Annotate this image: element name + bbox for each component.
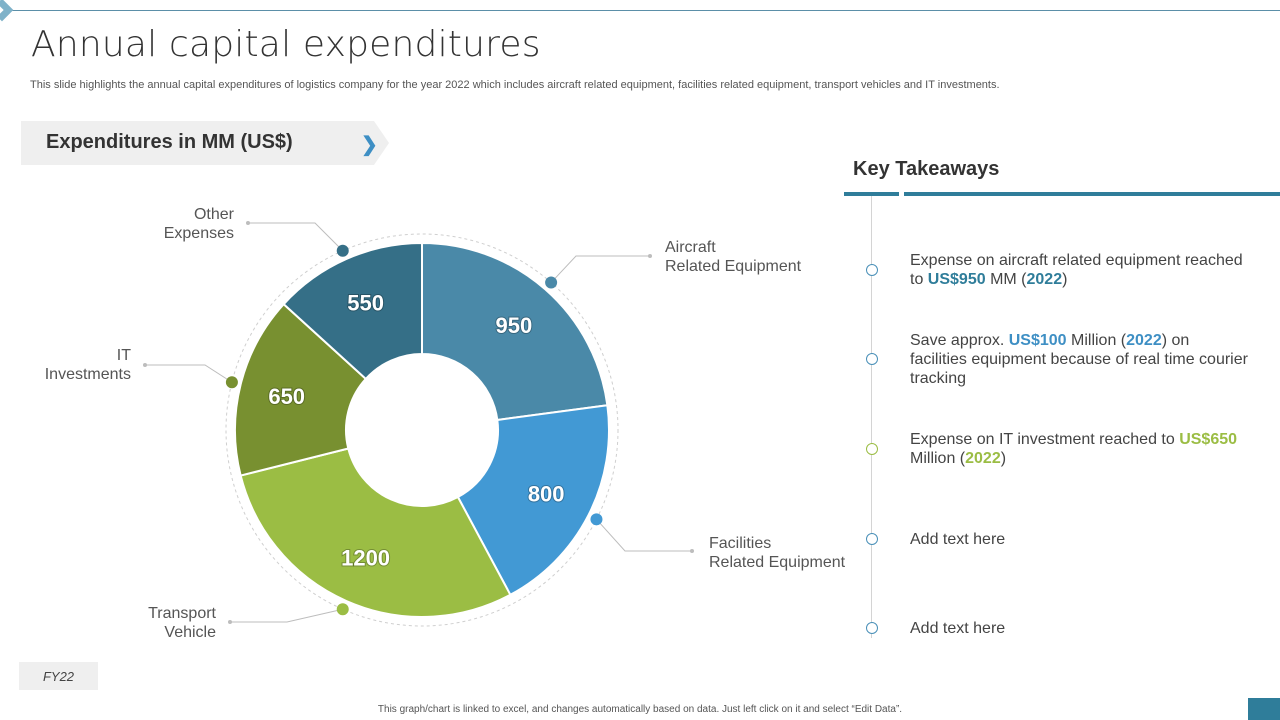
slice-data-label: 800: [528, 482, 565, 507]
expenditures-banner: [21, 121, 389, 165]
callout-label-line1: Facilities: [709, 535, 771, 552]
callout-leader-line: [248, 222, 344, 252]
takeaway-text: ): [1062, 271, 1068, 288]
callout-marker-dot: [336, 244, 349, 257]
takeaway-item: Save approx. US$100 Million (2022) on fa…: [910, 331, 1250, 388]
callout-leader-line: [596, 518, 692, 552]
takeaway-highlight: 2022: [1126, 332, 1162, 349]
callout-leader-line: [145, 364, 233, 383]
donut-outer-ring: [225, 233, 619, 627]
fy-label: FY22: [42, 669, 75, 684]
callout-leader-end: [648, 254, 652, 258]
takeaway-item: Add text here: [910, 619, 1250, 638]
slice-data-label: 650: [268, 384, 305, 409]
footnote: This graph/chart is linked to excel, and…: [377, 704, 903, 715]
donut-slice[interactable]: [239, 447, 512, 618]
callout-label-line1: Other: [194, 206, 235, 223]
slide-subtitle: This slide highlights the annual capital…: [30, 79, 1000, 91]
timeline-dot: [866, 443, 878, 455]
timeline-dot: [866, 533, 878, 545]
slice-data-label: 950: [496, 313, 533, 338]
donut-chart[interactable]: 950 800 1200 650 550 Aircraft Related Equipmen…: [0, 0, 860, 720]
slide-title: Annual capital expenditures: [31, 24, 541, 65]
takeaway-text: MM (: [985, 271, 1027, 288]
slice-data-label: 550: [347, 290, 384, 315]
timeline-dot: [866, 622, 878, 634]
corner-box-decoration: [1248, 698, 1280, 720]
donut-slice[interactable]: [456, 404, 610, 597]
timeline-line: [871, 196, 872, 638]
takeaway-text: Save approx.: [910, 332, 1009, 349]
donut-slice[interactable]: [282, 241, 423, 381]
donut-slice[interactable]: [421, 241, 609, 422]
callout-label-line1: Transport: [148, 605, 216, 622]
chevron-right-icon: ❯: [361, 134, 378, 156]
takeaway-highlight: US$100: [1008, 332, 1067, 349]
key-takeaways-underline-long: [904, 192, 1280, 196]
callout-leader-end: [143, 363, 147, 367]
takeaway-text: Million (: [910, 450, 966, 467]
callout-marker-dot: [545, 276, 558, 289]
expenditures-banner-label: Expenditures in MM (US$): [46, 131, 293, 153]
takeaway-text: Add text here: [910, 620, 1006, 637]
takeaway-highlight: 2022: [965, 450, 1001, 467]
top-rule: [10, 10, 1280, 11]
takeaway-item: Expense on IT investment reached to US$6…: [910, 430, 1250, 468]
donut-slice[interactable]: [234, 302, 368, 477]
takeaway-text: Add text here: [910, 531, 1006, 548]
takeaway-highlight: US$650: [1179, 431, 1238, 448]
callout-leader-end: [246, 221, 250, 225]
callout-label-line2: Investments: [45, 366, 131, 383]
callout-marker-dot: [590, 513, 603, 526]
callout-leader-line: [550, 255, 650, 283]
callout-label-line2: Related Equipment: [665, 258, 802, 275]
key-takeaways-title: Key Takeaways: [853, 158, 1000, 180]
takeaway-text: ): [1000, 450, 1007, 467]
takeaway-text: ) on facilities equipment because of rea…: [910, 332, 1248, 387]
callout-leader-line: [230, 608, 343, 623]
fy-box: [19, 662, 98, 690]
takeaway-text: Million (: [1066, 332, 1127, 349]
takeaway-highlight: US$950: [927, 271, 986, 288]
callout-label-line2: Expenses: [164, 225, 234, 242]
takeaway-item: Expense on aircraft related equipment re…: [910, 251, 1250, 289]
callout-leader-end: [690, 549, 694, 553]
slice-data-label: 1200: [341, 546, 390, 571]
callout-leader-end: [228, 620, 232, 624]
timeline-dot: [866, 264, 878, 276]
callout-marker-dot: [225, 376, 238, 389]
callout-label-line2: Related Equipment: [709, 554, 846, 571]
callout-label-line2: Vehicle: [164, 624, 216, 641]
callout-label-line1: IT: [117, 347, 131, 364]
key-takeaways-underline-short: [844, 192, 899, 196]
takeaway-text: Expense on IT investment reached to: [910, 431, 1180, 448]
timeline-dot: [866, 353, 878, 365]
callout-label-line1: Aircraft: [665, 239, 716, 256]
takeaway-text: Expense on aircraft related equipment re…: [910, 252, 1243, 288]
callout-marker-dot: [336, 603, 349, 616]
takeaway-highlight: 2022: [1026, 271, 1063, 288]
takeaway-item: Add text here: [910, 530, 1250, 549]
